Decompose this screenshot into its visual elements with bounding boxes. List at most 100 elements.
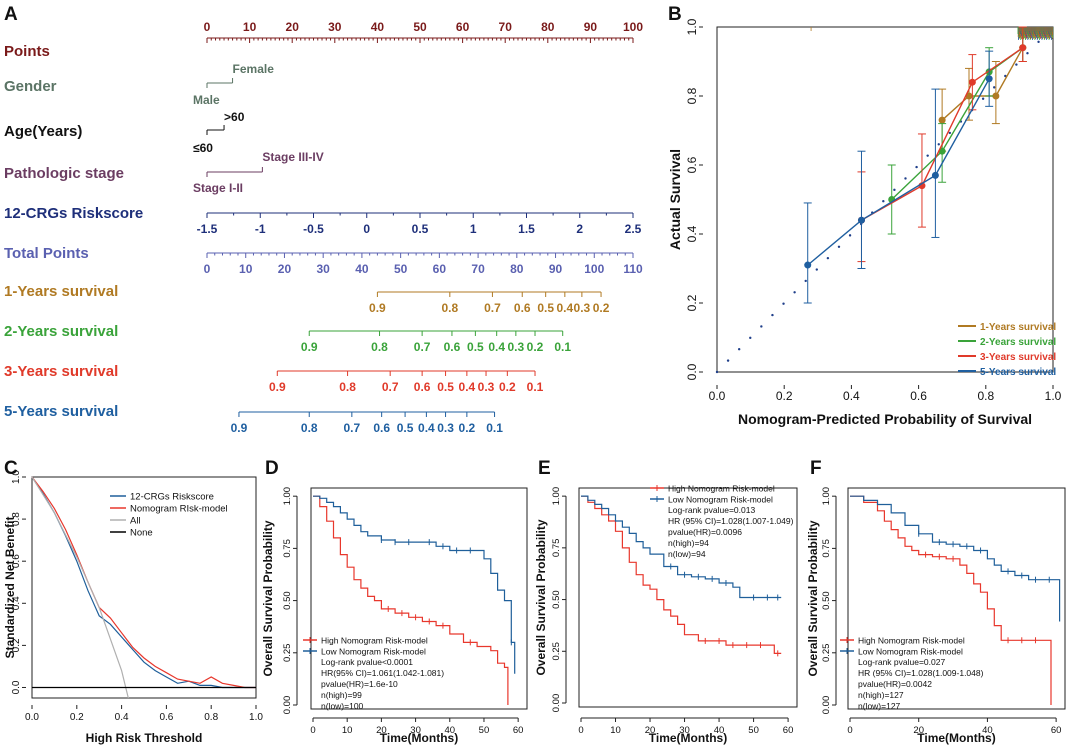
y1-tick-label: 0.7 [484, 301, 501, 315]
panel-letter-a: A [4, 4, 18, 25]
calib-reference-dot [749, 337, 751, 339]
dca-x-label: High Risk Threshold [86, 731, 203, 745]
calib-reference-dot [727, 359, 729, 361]
y3-tick-label: 0.2 [499, 380, 516, 394]
calib-reference-dot [760, 325, 762, 327]
dca-y-tick-label: 0.0 [11, 680, 22, 694]
panelE-stat-text: Log-rank pvalue=0.013 [668, 505, 755, 515]
panelD-legend-label: High Nomogram Risk-model [321, 636, 428, 646]
panelF-stat-text: n(low)=127 [858, 701, 901, 711]
y3-tick-label: 0.1 [527, 380, 544, 394]
calib-point [858, 217, 865, 224]
panelE-x-tick-label: 50 [748, 725, 759, 736]
calib-y-tick-label: 1.0 [685, 18, 699, 35]
total-tick-label: 0 [204, 262, 211, 276]
y1-tick-label: 0.3 [574, 301, 591, 315]
panelF-x-tick-label: 60 [1051, 725, 1062, 736]
calib-reference-dot [805, 280, 807, 282]
total-tick-label: 70 [471, 262, 485, 276]
y2-tick-label: 0.8 [371, 340, 388, 354]
y1-tick-label: 0.2 [593, 301, 610, 315]
calib-y-tick-label: 0.4 [685, 225, 699, 242]
risk-tick-label: 2 [576, 222, 583, 236]
calib-reference-dot [904, 177, 906, 179]
row-label-points: Points [4, 43, 50, 60]
points-tick-label: 30 [328, 20, 342, 34]
dca-x-tick-label: 0.6 [159, 712, 173, 723]
panelE-x-tick-label: 10 [610, 725, 621, 736]
panelF-legend-label: High Nomogram Risk-model [858, 636, 965, 646]
points-tick-label: 0 [204, 20, 211, 34]
calib-legend-label: 2-Years survival [980, 337, 1056, 348]
y5-tick-label: 0.8 [301, 421, 318, 435]
y1-tick-label: 0.4 [556, 301, 573, 315]
dca-legend-label: None [130, 528, 153, 539]
row-label-y1: 1-Years survival [4, 283, 118, 300]
calib-line-y2 [892, 48, 1023, 200]
calib-point [932, 172, 939, 179]
y2-tick-label: 0.7 [414, 340, 431, 354]
panel-letter-d: D [265, 458, 279, 479]
panelF-y-tick-label: 0.75 [821, 539, 832, 558]
y5-tick-label: 0.3 [437, 421, 454, 435]
age-level-label: >60 [224, 110, 245, 124]
calib-reference-dot [838, 246, 840, 248]
calib-reference-dot [938, 143, 940, 145]
dca-x-tick-label: 0.4 [115, 712, 129, 723]
panelE-y-tick-label: 0.75 [551, 539, 562, 558]
panelD-stat-text: HR(95% CI)=1.061(1.042-1.081) [321, 668, 444, 678]
y5-tick-label: 0.1 [486, 421, 503, 435]
panelD-y-tick-label: 0.50 [282, 591, 293, 610]
dca-legend-label: 12-CRGs Riskscore [130, 492, 214, 503]
km-panel-e: 0 10 20 30 40 50 60 0.00 0.25 0.50 0.75 1.00 Time(Mo… [534, 484, 797, 746]
row-label-y2: 2-Years survival [4, 323, 118, 340]
panelD-y-tick-label: 1.00 [282, 487, 293, 506]
calib-point [1019, 44, 1026, 51]
calib-reference-dot [926, 154, 928, 156]
dca-legend-label: All [130, 516, 141, 527]
calib-reference-dot [993, 86, 995, 88]
calib-y-tick-label: 0.2 [685, 294, 699, 311]
calib-reference-dot [816, 268, 818, 270]
panelD-stat-text: n(low)=100 [321, 701, 364, 711]
total-tick-label: 90 [549, 262, 563, 276]
row-label-age: Age(Years) [4, 123, 82, 140]
risk-tick-label: -1 [255, 222, 266, 236]
calib-reference-dot [716, 371, 718, 373]
y3-tick-label: 0.9 [269, 380, 286, 394]
calib-reference-dot [782, 302, 784, 304]
calib-point [986, 75, 993, 82]
calib-y-tick-label: 0.6 [685, 156, 699, 173]
calib-reference-dot [793, 291, 795, 293]
calib-point [939, 117, 946, 124]
row-label-total: Total Points [4, 245, 89, 262]
calib-reference-dot [1037, 41, 1039, 43]
panelE-y-label: Overall Survival Probability [534, 519, 548, 675]
y1-tick-label: 0.6 [514, 301, 531, 315]
points-tick-label: 90 [584, 20, 598, 34]
total-tick-label: 100 [584, 262, 604, 276]
panelF-stat-text: Log-rank pvalue=0.027 [858, 657, 945, 667]
calib-reference-dot [882, 200, 884, 202]
points-tick-label: 80 [541, 20, 555, 34]
total-tick-label: 50 [394, 262, 408, 276]
panelD-stat-text: Log-rank pvalue<0.0001 [321, 657, 413, 667]
y3-tick-label: 0.5 [437, 380, 454, 394]
panelF-stat-text: pvalue(HR)=0.0042 [858, 679, 932, 689]
y1-tick-label: 0.5 [537, 301, 554, 315]
y2-tick-label: 0.6 [444, 340, 461, 354]
y5-tick-label: 0.4 [418, 421, 435, 435]
calib-point [804, 262, 811, 269]
calib-reference-dot [982, 98, 984, 100]
panelD-y-label: Overall Survival Probability [261, 520, 275, 676]
calibration-panel: 0.0 0.2 0.4 0.6 0.8 1.00.00.20.40.60.81.0Nomo… [667, 18, 1062, 427]
gender-level-label: Male [193, 93, 220, 107]
y2-tick-label: 0.5 [467, 340, 484, 354]
panelE-x-tick-label: 0 [578, 725, 583, 736]
panelD-y-tick-label: 0.75 [282, 539, 293, 558]
panelE-x-tick-label: 60 [783, 725, 794, 736]
panelF-y-tick-label: 1.00 [821, 487, 832, 506]
panelD-x-label: Time(Months) [380, 731, 458, 745]
y3-tick-label: 0.6 [414, 380, 431, 394]
row-label-y3: 3-Years survival [4, 363, 118, 380]
